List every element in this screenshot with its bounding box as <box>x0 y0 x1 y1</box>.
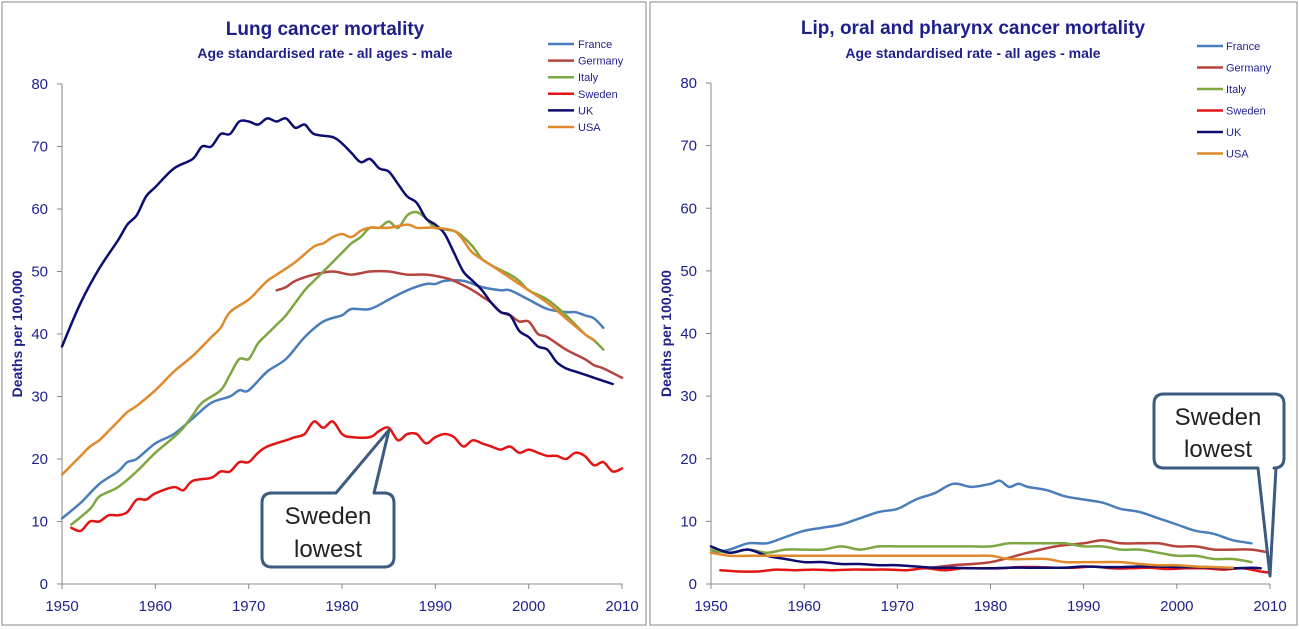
legend-label-uk: UK <box>578 105 594 117</box>
y-axis-label: Deaths per 100,000 <box>9 270 25 397</box>
y-tick-label: 50 <box>680 263 697 280</box>
y-tick-label: 0 <box>40 576 48 593</box>
y-tick-label: 20 <box>31 451 48 468</box>
series-line-uk <box>709 545 1262 570</box>
y-tick-label: 40 <box>680 326 697 343</box>
legend-label-italy: Italy <box>578 72 599 84</box>
x-tick-label: 1980 <box>974 598 1007 615</box>
x-tick-label: 1990 <box>1067 598 1100 615</box>
callout-text-line-2: lowest <box>294 536 362 563</box>
legend-label-germany: Germany <box>1226 63 1272 75</box>
legend-label-sweden: Sweden <box>578 89 618 101</box>
y-tick-label: 30 <box>680 388 697 405</box>
callout-text-line-2: lowest <box>1184 436 1252 463</box>
y-axis-label: Deaths per 100,000 <box>658 270 674 397</box>
series-line-sweden <box>70 420 624 533</box>
series-line-france <box>709 479 1253 554</box>
legend-label-sweden: Sweden <box>1226 106 1266 118</box>
y-tick-label: 60 <box>680 200 697 217</box>
series-line-italy <box>709 541 1253 564</box>
x-tick-label: 1970 <box>232 598 265 615</box>
series-line-uk <box>60 116 614 386</box>
chart-title: Lip, oral and pharynx cancer mortality <box>801 18 1146 39</box>
callout-text-line-1: Sweden <box>1175 404 1262 431</box>
y-tick-label: 30 <box>31 389 48 406</box>
chart-frame <box>649 1 1298 626</box>
callout-text-line-1: Sweden <box>285 503 372 530</box>
y-tick-label: 80 <box>680 75 697 92</box>
series-line-germany <box>275 269 624 380</box>
legend-label-germany: Germany <box>578 56 624 68</box>
y-tick-label: 80 <box>31 76 48 93</box>
y-tick-label: 40 <box>31 326 48 343</box>
x-tick-label: 1950 <box>45 598 78 615</box>
lung-cancer-chart: Lung cancer mortality Age standardised ra… <box>1 1 647 626</box>
x-tick-label: 1990 <box>419 598 452 615</box>
legend-label-usa: USA <box>1226 149 1249 161</box>
chart-title: Lung cancer mortality <box>226 19 425 40</box>
y-tick-label: 50 <box>31 264 48 281</box>
y-tick-label: 10 <box>31 514 48 531</box>
legend-label-uk: UK <box>1226 127 1242 139</box>
series-line-usa <box>60 223 596 476</box>
y-tick-label: 70 <box>31 139 48 156</box>
legend-label-usa: USA <box>578 122 601 134</box>
x-tick-label: 1980 <box>325 598 358 615</box>
series-line-germany <box>924 538 1272 570</box>
legend-label-france: France <box>578 39 612 51</box>
y-tick-label: 70 <box>680 138 697 155</box>
series-line-france <box>60 279 605 520</box>
oral-cancer-chart: Lip, oral and pharynx cancer mortality Ag… <box>649 1 1298 626</box>
legend-label-italy: Italy <box>1226 84 1247 96</box>
callout-bubble <box>1152 392 1286 578</box>
x-tick-label: 1960 <box>139 598 172 615</box>
x-tick-label: 1960 <box>787 598 820 615</box>
x-tick-label: 2010 <box>1253 598 1286 615</box>
y-tick-label: 10 <box>680 513 697 530</box>
chart-subtitle: Age standardised rate - all ages - male <box>197 45 452 61</box>
y-tick-label: 60 <box>31 201 48 218</box>
y-tick-label: 20 <box>680 451 697 468</box>
y-tick-label: 0 <box>689 576 697 593</box>
series-line-italy <box>70 210 605 526</box>
legend-label-france: France <box>1226 41 1260 53</box>
series-line-usa <box>709 551 1234 569</box>
x-tick-label: 2000 <box>1160 598 1193 615</box>
chart-subtitle: Age standardised rate - all ages - male <box>845 45 1100 61</box>
callout-bubble <box>260 428 396 569</box>
x-tick-label: 2010 <box>605 598 638 615</box>
x-tick-label: 1950 <box>694 598 727 615</box>
x-tick-label: 2000 <box>512 598 545 615</box>
x-tick-label: 1970 <box>881 598 914 615</box>
